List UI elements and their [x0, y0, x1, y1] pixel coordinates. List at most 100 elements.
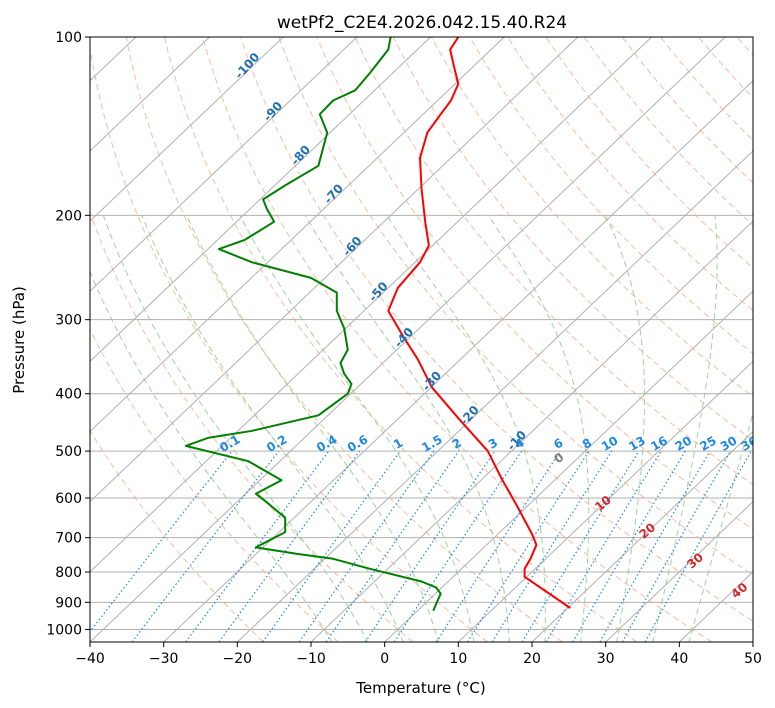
x-tick-label: 40 — [670, 651, 688, 667]
moist-adiabat-line — [688, 411, 753, 642]
wetbulb-label: 30 — [684, 550, 706, 571]
isotherm-label: -80 — [288, 143, 313, 168]
dry-adiabat-line — [698, 37, 753, 99]
mixing-ratio-line — [466, 450, 590, 642]
dry-adiabat-line — [660, 37, 753, 142]
dry-adiabat-line — [90, 211, 414, 642]
isotherm-label: -70 — [321, 181, 346, 206]
dry-adiabat-line — [354, 37, 753, 486]
mixing-ratio-line — [521, 450, 640, 642]
moist-adiabat-line — [239, 215, 475, 642]
dry-adiabat-line — [240, 37, 753, 622]
x-tick-label: 20 — [523, 651, 541, 667]
isotherm-gridline — [90, 37, 726, 642]
x-tick-label: 30 — [597, 651, 615, 667]
isotherm-gridline — [752, 641, 753, 642]
dry-adiabat-line — [90, 429, 264, 642]
mixing-ratio-line — [572, 450, 686, 642]
y-tick-label: 400 — [55, 387, 82, 403]
isotherm-gridline — [90, 37, 284, 222]
dry-adiabat-line — [621, 37, 753, 184]
dry-adiabat-line — [469, 37, 753, 355]
isotherm-label: -40 — [391, 325, 416, 350]
mixing-ratio-line — [325, 450, 460, 642]
moist-adiabats — [90, 215, 753, 642]
mixing-ratio-line — [393, 450, 523, 642]
wetbulb-label: 20 — [636, 520, 658, 541]
mixing-ratio-label: 0.2 — [264, 432, 289, 455]
dry-adiabats — [90, 37, 753, 642]
isotherm-label: -20 — [457, 403, 482, 428]
isotherm-label: -100 — [232, 50, 262, 82]
mixing-ratio-line — [131, 450, 280, 642]
dry-adiabat-line — [507, 37, 753, 312]
x-tick-label: −40 — [75, 651, 105, 667]
moist-adiabat-line — [652, 215, 718, 642]
x-tick-label: −20 — [223, 651, 253, 667]
x-tick-label: −10 — [296, 651, 326, 667]
chart-title: wetPf2_C2E4.2026.042.15.40.R24 — [277, 13, 567, 33]
y-tick-label: 300 — [55, 313, 82, 329]
dry-adiabat-line — [125, 37, 563, 642]
wetbulb-label: 40 — [728, 580, 750, 601]
mixing-ratio-line — [364, 450, 496, 642]
mixing-ratio-line — [262, 450, 401, 642]
wetbulb-label: 0 — [551, 450, 566, 466]
dry-adiabat-line — [316, 37, 753, 531]
mixing-ratio-label: 8 — [580, 435, 594, 451]
mixing-ratio-line — [491, 450, 613, 642]
isotherm-gridline — [90, 37, 652, 573]
y-tick-label: 1000 — [46, 622, 82, 638]
y-axis: 100 200 300 400 500 600 700 800 900 1000 — [46, 30, 90, 638]
y-tick-label: 600 — [55, 491, 82, 507]
x-tick-label: 10 — [449, 651, 467, 667]
dewpoint-profile-line — [184, 37, 442, 612]
mixing-ratio-line — [545, 450, 662, 642]
isotherm-gridline — [310, 220, 753, 642]
moist-adiabat-line — [90, 270, 333, 642]
temperature-profile-line — [387, 37, 571, 609]
moist-adiabat-line — [386, 215, 546, 642]
moist-adiabat-line — [141, 215, 404, 642]
isotherm-gridline — [531, 430, 753, 642]
y-tick-label: 200 — [55, 208, 82, 224]
mixing-ratio-label: 0.4 — [314, 432, 339, 455]
dry-adiabat-line — [90, 45, 488, 642]
sounding-series — [184, 37, 571, 612]
isotherm-label: -60 — [340, 234, 365, 259]
isotherm-gridline — [90, 37, 210, 152]
dry-adiabat-line — [163, 37, 638, 642]
isotherm-gridline — [90, 37, 505, 433]
dry-adiabat-line — [90, 328, 339, 642]
mixing-ratio-label: 0.6 — [345, 432, 370, 455]
isotherm-label: -10 — [504, 428, 529, 453]
isotherm-gridline — [236, 150, 753, 642]
x-tick-label: 0 — [380, 651, 389, 667]
mixing-ratio-label: 2 — [450, 435, 464, 451]
moist-adiabat-line — [605, 215, 645, 642]
isotherm-gridline — [384, 290, 753, 642]
plot-frame — [89, 36, 754, 643]
mixing-ratio-line — [599, 450, 711, 642]
isotherm-gridline — [605, 500, 753, 642]
isotherm-gridline — [90, 37, 579, 503]
dry-adiabat-line — [736, 37, 753, 56]
moist-adiabat-line — [102, 215, 369, 642]
isotherm-gridline — [457, 360, 753, 642]
y-tick-label: 700 — [55, 531, 82, 547]
y-tick-label: 900 — [55, 595, 82, 611]
dry-adiabat-line — [583, 37, 753, 226]
mixing-ratio-line — [218, 450, 361, 642]
grid-layer — [90, 37, 753, 642]
moist-adiabat-line — [304, 215, 510, 642]
y-tick-label: 500 — [55, 444, 82, 460]
mixing-ratio-line — [644, 450, 752, 642]
y-tick-label: 800 — [55, 565, 82, 581]
mixing-ratio-label: 6 — [551, 435, 565, 451]
mixing-ratio-line — [298, 450, 435, 642]
y-tick-label: 100 — [55, 30, 82, 46]
isotherm-gridline — [678, 571, 753, 642]
mixing-ratio-lines — [90, 450, 752, 642]
moist-adiabat-line — [487, 215, 590, 642]
